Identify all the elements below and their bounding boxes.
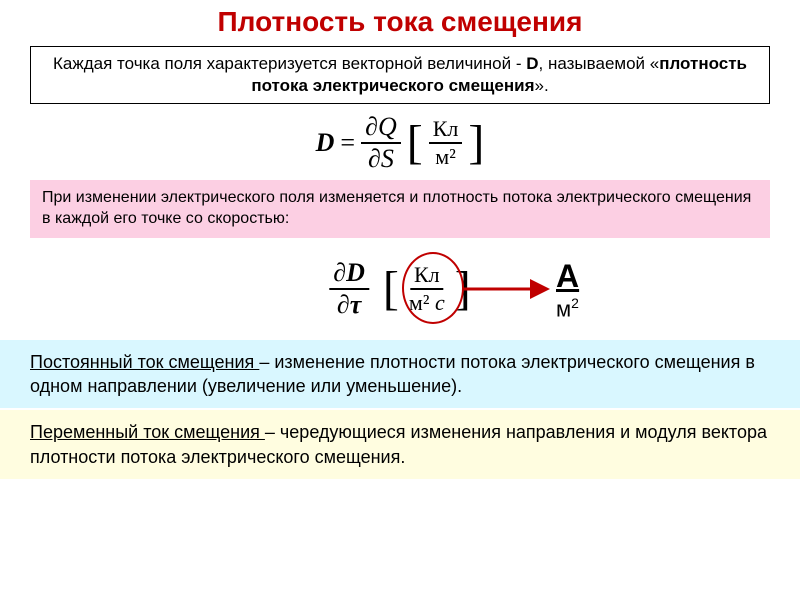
f1-unit-den: м² — [431, 144, 460, 168]
blue-definition: Постоянный ток смещения – изменение плот… — [0, 340, 800, 409]
bracket-right-icon: ] — [468, 124, 484, 162]
m2-sup: 2 — [571, 295, 579, 311]
f1-unit: Кл м² — [429, 118, 463, 168]
yellow-definition: Переменный ток смещения – чередующиеся и… — [0, 410, 800, 479]
red-arrow-icon — [460, 269, 550, 309]
formula-2-wrap: ∂D ∂τ [ Кл м² с ] А м2 — [0, 244, 800, 334]
m2-unit: м2 — [556, 295, 579, 322]
f2-unit-num: Кл — [410, 264, 444, 290]
yellow-head: Переменный ток смещения — [30, 422, 265, 442]
f2-num: ∂D — [329, 260, 369, 290]
formula-1: D = ∂Q ∂S [ Кл м² ] — [0, 114, 800, 172]
f2-unit-c: с — [435, 290, 445, 315]
f2-unit-m2: м² — [409, 290, 430, 315]
def-text-mid: , называемой « — [539, 54, 660, 73]
bracket-left-icon: [ — [407, 124, 423, 162]
m2-m: м — [556, 296, 571, 321]
f2-frac: ∂D ∂τ — [329, 260, 369, 318]
bracket-right-icon: ] — [455, 270, 471, 308]
bracket-left-icon: [ — [383, 270, 399, 308]
f1-eq: = — [340, 128, 355, 158]
pink-note: При изменении электрического поля изменя… — [30, 180, 770, 238]
f1-num: ∂Q — [361, 114, 401, 144]
def-text-prefix: Каждая точка поля характеризуется вектор… — [53, 54, 526, 73]
f1-D: D — [316, 128, 335, 158]
slide-title: Плотность тока смещения — [0, 0, 800, 42]
a-letter: А — [556, 258, 579, 295]
f1-unit-num: Кл — [429, 118, 463, 144]
formula-2: ∂D ∂τ [ Кл м² с ] — [329, 260, 470, 318]
f1-frac: ∂Q ∂S — [361, 114, 401, 172]
blue-head: Постоянный ток смещения — [30, 352, 259, 372]
a-over-m2: А м2 — [556, 258, 579, 322]
def-d-letter: D — [526, 54, 538, 73]
definition-box: Каждая точка поля характеризуется вектор… — [30, 46, 770, 104]
f2-unit-den: м² с — [405, 290, 449, 314]
def-text-suffix: ». — [535, 76, 549, 95]
f1-den: ∂S — [364, 144, 398, 172]
f2-den: ∂τ — [333, 290, 365, 318]
f2-unit: Кл м² с — [405, 264, 449, 314]
